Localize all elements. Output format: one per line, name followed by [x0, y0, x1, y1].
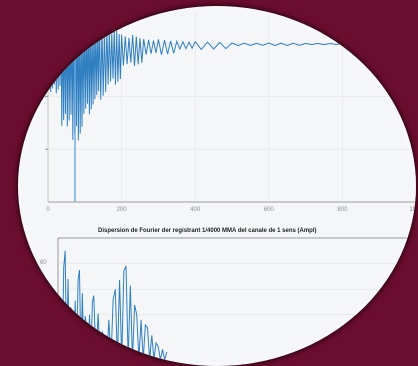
chart-top-x-ticks: 0 200 400 600 800 1000 [46, 207, 416, 213]
chart-bottom: Dispersion de Fourier der registrant 1/4… [40, 228, 416, 366]
figure-frame: 0 200 400 600 800 1000 Dispersion de Fourier … [18, 6, 416, 366]
chart-top-x-tick-label: 0 [46, 207, 50, 213]
figure-viewport: 0 200 400 600 800 1000 Dispersion de Fourier … [18, 6, 416, 366]
chart-top-x-tick-label: 200 [117, 207, 128, 213]
chart-top-x-tick-label: 800 [337, 207, 348, 213]
chart-bottom-y-tick-label: 60 [40, 260, 47, 266]
chart-bottom-grid [58, 263, 416, 316]
figure-svg: 0 200 400 600 800 1000 Dispersion de Fourier … [40, 6, 416, 366]
chart-top-grid [47, 12, 416, 202]
chart-top-y-ticks [45, 43, 48, 150]
chart-top-x-tick-label: 400 [190, 207, 201, 213]
chart-top: 0 200 400 600 800 1000 [45, 6, 416, 213]
chart-top-x-tick-label: 600 [264, 207, 275, 213]
chart-top-series-line [49, 6, 410, 141]
chart-bottom-series-line [57, 250, 168, 360]
chart-bottom-title: Dispersion de Fourier der registrant 1/4… [98, 228, 317, 234]
chart-top-x-tick-label: 1000 [409, 207, 416, 213]
